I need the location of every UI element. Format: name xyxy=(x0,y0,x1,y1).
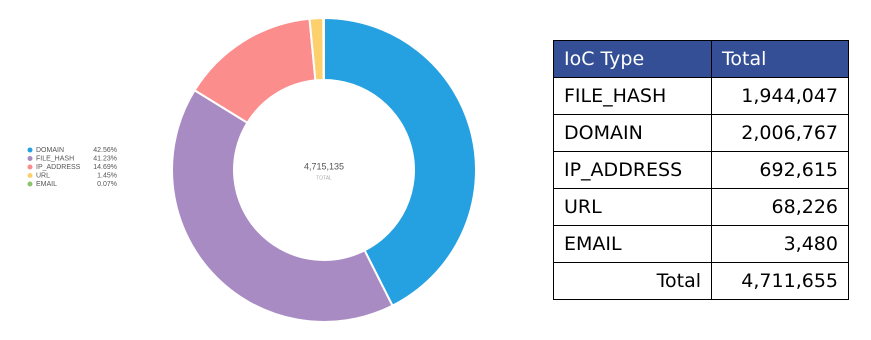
table-cell: URL xyxy=(553,188,712,226)
donut-slice xyxy=(322,16,325,82)
table-cell: 1,944,047 xyxy=(711,77,849,115)
legend-value: 0.07% xyxy=(97,181,117,188)
legend-label: EMAIL xyxy=(36,181,57,188)
legend-value: 1.45% xyxy=(97,172,117,179)
header-row: IoC Type Total xyxy=(553,40,849,78)
table-cell: FILE_HASH xyxy=(553,77,712,115)
table-cell: 2,006,767 xyxy=(711,114,849,152)
legend-swatch xyxy=(27,181,33,187)
legend-swatch xyxy=(27,156,33,161)
table-row: IP_ADDRESS 692,615 xyxy=(553,151,849,189)
table-row: EMAIL 3,480 xyxy=(553,225,849,263)
legend-value: 14.69% xyxy=(93,164,117,171)
legend-label: FILE_HASH xyxy=(36,155,74,162)
table-body: FILE_HASH 1,944,047 DOMAIN 2,006,767 IP_ADDR… xyxy=(553,77,849,300)
center-label: 4,715,135 xyxy=(304,161,344,171)
header-cell: IoC Type xyxy=(553,40,712,78)
table-cell: 3,480 xyxy=(711,225,849,263)
table-row: DOMAIN 2,006,767 xyxy=(553,114,849,152)
header-cell: Total xyxy=(711,40,849,78)
center-sublabel: TOTAL xyxy=(316,175,332,181)
ioc-table: IoC Type Total FILE_HASH 1,944,047 DOMAIN 2… xyxy=(553,40,849,300)
legend-swatch xyxy=(27,147,33,153)
donut-slice xyxy=(171,88,394,323)
legend-label: DOMAIN xyxy=(36,147,64,154)
table-cell: 4,711,655 xyxy=(711,262,849,300)
legend-label: URL xyxy=(36,172,50,179)
legend-label: IP_ADDRESS xyxy=(36,164,81,171)
legend-value: 42.56% xyxy=(93,147,117,154)
table-row: URL 68,226 xyxy=(553,188,849,226)
table-cell: EMAIL xyxy=(553,225,712,263)
table-row: FILE_HASH 1,944,047 xyxy=(553,77,849,115)
donut-slice xyxy=(323,16,477,308)
legend-swatch xyxy=(27,164,33,170)
table-cell: IP_ADDRESS xyxy=(553,151,712,189)
chart: 4,715,135 TOTAL DOMAIN 42.56% FILE_HASH 41.… xyxy=(27,16,477,323)
table-cell: Total xyxy=(553,262,712,300)
table-cell: 692,615 xyxy=(711,151,849,189)
table-row: Total 4,711,655 xyxy=(553,262,849,300)
legend-value: 41.23% xyxy=(93,155,117,162)
table-cell: 68,226 xyxy=(711,188,849,226)
table-cell: DOMAIN xyxy=(553,114,712,152)
legend-swatch xyxy=(27,173,33,178)
